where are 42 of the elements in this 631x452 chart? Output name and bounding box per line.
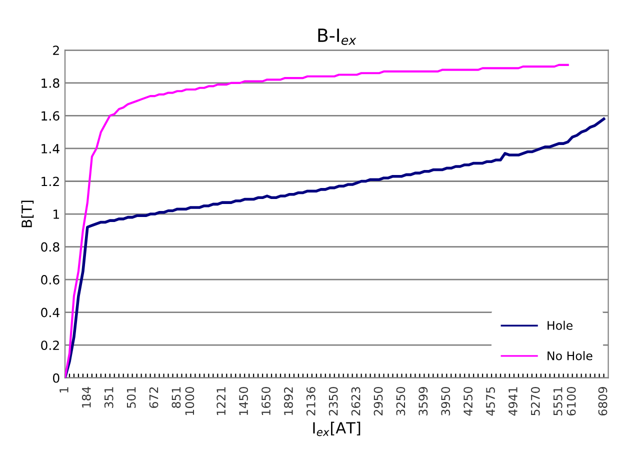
y-tick-label: 0.2 <box>41 340 59 350</box>
x-tick-label: 1221 <box>216 387 226 415</box>
x-tick-label: 4941 <box>508 387 518 416</box>
x-tick-label: 3950 <box>441 386 450 416</box>
x-tick-label: 2136 <box>306 386 316 416</box>
x-tick-label: 2350 <box>328 386 338 416</box>
x-tick-label: 5270 <box>530 386 540 416</box>
x-tick-label: 1000 <box>185 386 194 415</box>
x-tick-label: 2950 <box>374 386 383 416</box>
legend-label: Hole <box>548 320 572 330</box>
x-tick-label: 4575 <box>486 387 495 416</box>
x-tick-label: 184 <box>82 386 91 408</box>
y-tick-label: 0.6 <box>41 275 60 284</box>
y-tick-label: 1.8 <box>42 78 60 88</box>
x-tick-label: 6100 <box>566 386 576 416</box>
x-tick-label: 2623 <box>351 387 360 416</box>
x-tick-label: 5551 <box>554 387 562 416</box>
x-tick-label: 4250 <box>464 386 473 416</box>
x-tick-label: 1650 <box>262 386 270 415</box>
y-axis-title: B[T] <box>21 200 34 228</box>
y-tick-label: 1 <box>54 210 59 219</box>
chart-title: B-I$_{ex}$ <box>318 28 356 45</box>
y-tick-label: 0.8 <box>41 242 60 252</box>
x-tick-label: 501 <box>126 387 136 408</box>
y-tick-label: 2 <box>53 46 59 55</box>
x-tick-label: 672 <box>149 387 158 408</box>
y-tick-label: 1.4 <box>42 144 60 154</box>
y-tick-label: 0 <box>53 373 60 383</box>
line-series <box>64 118 606 378</box>
x-tick-label: 3599 <box>418 387 428 416</box>
x-tick-label: 1892 <box>284 387 293 415</box>
x-axis-title: I$_{ex}$[AT] <box>313 422 360 436</box>
legend-label: No Hole <box>548 351 592 360</box>
y-tick-label: 0.4 <box>41 308 60 318</box>
x-tick-label: 6809 <box>598 387 608 416</box>
x-tick-label: 351 <box>104 387 114 408</box>
x-tick-label: 1 <box>60 387 68 392</box>
x-tick-label: 851 <box>172 387 181 408</box>
x-tick-label: 3250 <box>396 386 406 416</box>
y-tick-label: 1.2 <box>42 176 59 186</box>
x-tick-label: 1450 <box>239 386 248 415</box>
y-tick-label: 1.6 <box>42 111 60 121</box>
